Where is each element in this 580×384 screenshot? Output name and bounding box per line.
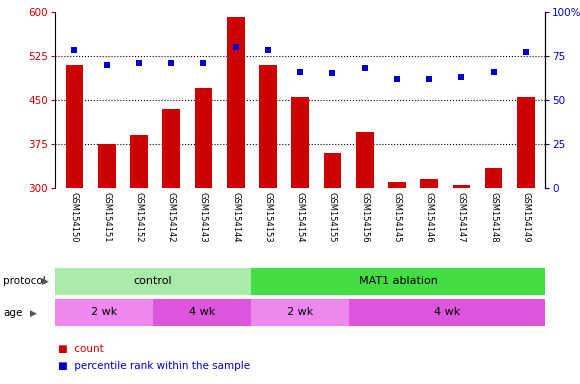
Text: GSM154151: GSM154151 <box>102 192 111 243</box>
Text: MAT1 ablation: MAT1 ablation <box>359 276 437 286</box>
Bar <box>98 144 115 188</box>
Bar <box>517 97 535 188</box>
Point <box>102 61 111 68</box>
Text: GSM154144: GSM154144 <box>231 192 240 243</box>
Point <box>135 60 144 66</box>
Point <box>360 65 369 71</box>
Bar <box>153 300 251 326</box>
Text: GSM154153: GSM154153 <box>263 192 273 243</box>
Bar <box>55 300 153 326</box>
Text: 4 wk: 4 wk <box>434 307 461 317</box>
Bar <box>452 185 470 188</box>
Bar <box>130 135 148 188</box>
Text: 2 wk: 2 wk <box>287 307 313 317</box>
Bar <box>251 300 349 326</box>
Text: age: age <box>3 308 22 318</box>
Text: ▶: ▶ <box>30 308 37 318</box>
Bar <box>162 109 180 188</box>
Text: GSM154146: GSM154146 <box>425 192 434 243</box>
Point <box>199 60 208 66</box>
Bar <box>194 88 212 188</box>
Point <box>521 49 531 55</box>
Bar <box>420 179 438 188</box>
Point <box>263 47 273 53</box>
Bar <box>291 97 309 188</box>
Bar <box>485 167 502 188</box>
Bar <box>388 182 406 188</box>
Bar <box>227 17 245 188</box>
Text: GSM154150: GSM154150 <box>70 192 79 243</box>
Point <box>489 68 498 74</box>
Text: GSM154154: GSM154154 <box>296 192 304 243</box>
Point <box>425 76 434 82</box>
Text: GSM154145: GSM154145 <box>393 192 401 243</box>
Text: GSM154148: GSM154148 <box>489 192 498 243</box>
Bar <box>66 65 84 188</box>
Text: 4 wk: 4 wk <box>189 307 215 317</box>
Point <box>295 68 305 74</box>
Text: GSM154143: GSM154143 <box>199 192 208 243</box>
Text: ▶: ▶ <box>42 277 49 286</box>
Bar <box>356 132 374 188</box>
Text: GSM154149: GSM154149 <box>521 192 530 243</box>
Point <box>70 47 79 53</box>
Text: ■  count: ■ count <box>58 344 104 354</box>
Text: GSM154152: GSM154152 <box>135 192 143 243</box>
Point <box>231 44 240 50</box>
Bar <box>251 268 545 295</box>
Text: protocol: protocol <box>3 276 46 286</box>
Point <box>166 60 176 66</box>
Point <box>392 76 401 82</box>
Bar <box>349 300 545 326</box>
Point <box>456 74 466 80</box>
Text: ■  percentile rank within the sample: ■ percentile rank within the sample <box>58 361 250 371</box>
Text: GSM154147: GSM154147 <box>457 192 466 243</box>
Text: GSM154142: GSM154142 <box>166 192 176 243</box>
Text: GSM154155: GSM154155 <box>328 192 337 243</box>
Text: 2 wk: 2 wk <box>91 307 117 317</box>
Bar <box>55 268 251 295</box>
Bar <box>259 65 277 188</box>
Bar <box>324 153 341 188</box>
Text: control: control <box>134 276 172 286</box>
Text: GSM154156: GSM154156 <box>360 192 369 243</box>
Point <box>328 70 337 76</box>
